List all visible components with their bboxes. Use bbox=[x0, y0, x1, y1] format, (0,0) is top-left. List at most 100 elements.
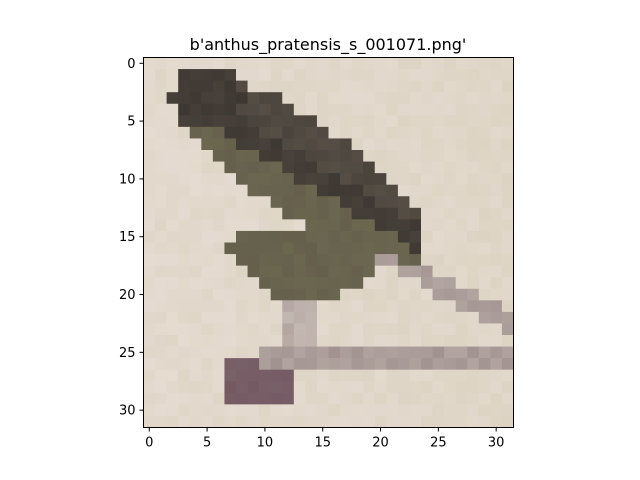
image-pixel bbox=[386, 288, 399, 301]
image-pixel bbox=[189, 311, 202, 324]
image-pixel bbox=[432, 80, 445, 93]
image-pixel bbox=[374, 254, 387, 267]
image-pixel bbox=[328, 230, 341, 243]
image-pixel bbox=[340, 184, 353, 197]
image-pixel bbox=[259, 381, 272, 394]
image-pixel bbox=[351, 277, 364, 290]
image-pixel bbox=[340, 404, 353, 417]
image-pixel bbox=[270, 150, 283, 162]
image-pixel bbox=[155, 69, 168, 82]
image-pixel bbox=[374, 184, 387, 197]
image-pixel bbox=[178, 138, 191, 151]
image-pixel bbox=[224, 92, 237, 105]
image-pixel bbox=[386, 57, 399, 70]
image-pixel bbox=[340, 57, 353, 70]
image-pixel bbox=[444, 138, 457, 151]
image-pixel bbox=[386, 300, 399, 313]
image-pixel bbox=[363, 161, 376, 174]
image-pixel bbox=[224, 69, 237, 82]
image-pixel bbox=[224, 207, 237, 220]
image-pixel bbox=[409, 311, 422, 324]
image-pixel bbox=[455, 230, 468, 243]
image-pixel bbox=[351, 173, 364, 186]
image-pixel bbox=[432, 381, 445, 394]
image-pixel bbox=[293, 207, 306, 220]
image-pixel bbox=[432, 92, 445, 105]
image-pixel bbox=[247, 115, 260, 128]
image-pixel bbox=[328, 103, 341, 116]
image-pixel bbox=[397, 381, 410, 394]
image-pixel bbox=[478, 115, 491, 128]
image-pixel bbox=[189, 161, 202, 174]
image-pixel bbox=[189, 346, 202, 359]
image-pixel bbox=[421, 358, 433, 371]
image-pixel bbox=[293, 254, 306, 267]
image-pixel bbox=[247, 415, 260, 428]
image-pixel bbox=[270, 323, 283, 336]
image-pixel bbox=[189, 335, 202, 347]
image-pixel bbox=[444, 265, 457, 278]
image-pixel bbox=[259, 230, 272, 243]
image-pixel bbox=[467, 219, 480, 232]
image-pixel bbox=[328, 300, 341, 313]
image-pixel bbox=[236, 126, 248, 139]
image-pixel bbox=[478, 346, 491, 359]
image-pixel bbox=[444, 404, 457, 417]
image-pixel bbox=[501, 138, 514, 151]
image-pixel bbox=[397, 369, 410, 382]
image-pixel bbox=[247, 103, 260, 116]
image-pixel bbox=[421, 311, 433, 324]
image-pixel bbox=[455, 323, 468, 336]
image-pixel bbox=[247, 57, 260, 70]
image-pixel bbox=[351, 92, 364, 105]
image-pixel bbox=[282, 57, 295, 70]
image-pixel bbox=[386, 415, 399, 428]
image-pixel bbox=[374, 69, 387, 82]
image-pixel bbox=[397, 57, 410, 70]
image-pixel bbox=[478, 265, 491, 278]
image-pixel bbox=[189, 138, 202, 151]
image-pixel bbox=[478, 277, 491, 290]
image-pixel bbox=[293, 126, 306, 139]
image-pixel bbox=[444, 381, 457, 394]
image-pixel bbox=[178, 103, 191, 116]
image-pixel bbox=[328, 404, 341, 417]
image-pixel bbox=[467, 173, 480, 186]
image-pixel bbox=[282, 161, 295, 174]
image-pixel bbox=[212, 277, 225, 290]
image-pixel bbox=[212, 254, 225, 267]
image-pixel bbox=[166, 103, 179, 116]
image-pixel bbox=[282, 358, 295, 371]
image-pixel bbox=[328, 277, 341, 290]
image-pixel bbox=[316, 138, 329, 151]
image-pixel bbox=[236, 381, 248, 394]
image-pixel bbox=[247, 311, 260, 324]
image-pixel bbox=[259, 138, 272, 151]
image-pixel bbox=[305, 300, 318, 313]
image-pixel bbox=[501, 254, 514, 267]
image-pixel bbox=[316, 242, 329, 255]
image-pixel bbox=[282, 242, 295, 255]
image-pixel bbox=[178, 80, 191, 93]
image-pixel bbox=[270, 358, 283, 371]
image-pixel bbox=[236, 230, 248, 243]
image-pixel bbox=[374, 300, 387, 313]
image-pixel bbox=[421, 335, 433, 347]
image-pixel bbox=[166, 358, 179, 371]
image-pixel bbox=[305, 161, 318, 174]
image-pixel bbox=[212, 381, 225, 394]
image-pixel bbox=[490, 196, 503, 209]
image-pixel bbox=[409, 369, 422, 382]
y-tick-label: 30 bbox=[119, 404, 136, 419]
image-pixel bbox=[143, 230, 156, 243]
image-pixel bbox=[212, 196, 225, 209]
image-pixel bbox=[143, 288, 156, 301]
image-pixel bbox=[293, 381, 306, 394]
image-pixel bbox=[247, 161, 260, 174]
image-pixel bbox=[247, 346, 260, 359]
image-pixel bbox=[236, 415, 248, 428]
image-pixel bbox=[189, 381, 202, 394]
image-pixel bbox=[455, 415, 468, 428]
image-pixel bbox=[305, 80, 318, 93]
image-pixel bbox=[305, 392, 318, 405]
